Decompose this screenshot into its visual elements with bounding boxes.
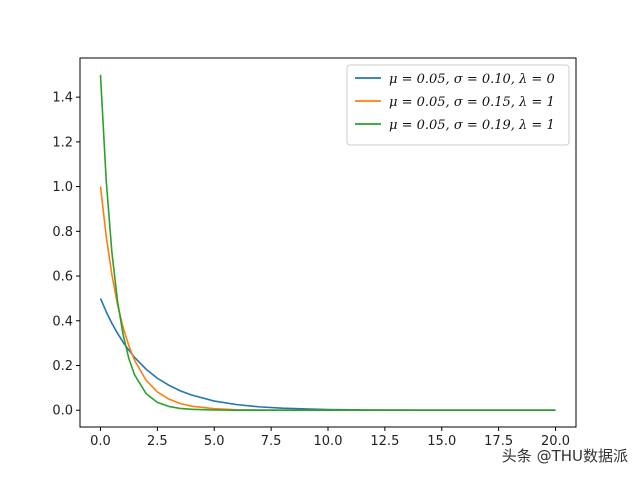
y-tick-label: 1.0 (52, 180, 73, 195)
x-tick-label: 2.5 (147, 434, 168, 449)
watermark-text: 头条 @THU数据派 (501, 447, 628, 465)
series-line-3 (99, 74, 556, 412)
series-layer (99, 74, 556, 412)
series-line-1 (99, 298, 556, 412)
y-tick-label: 0.4 (52, 314, 73, 329)
y-tick-label: 1.2 (52, 135, 73, 150)
legend-label-2: μ = 0.05, σ = 0.15, λ = 1 (389, 95, 555, 110)
x-tick-label: 5.0 (204, 434, 225, 449)
x-axis: 0.0 2.5 5.0 7.5 10.0 12.5 15.0 17.5 20.0 (90, 427, 570, 449)
x-tick-label: 12.5 (370, 434, 399, 449)
legend-box (346, 64, 570, 146)
x-tick-label: 17.5 (484, 434, 513, 449)
y-tick-label: 0.8 (52, 225, 73, 240)
x-tick-label: 20.0 (541, 434, 570, 449)
x-tick-label: 10.0 (314, 434, 343, 449)
x-tick-label: 0.0 (90, 434, 111, 449)
legend-label-1: μ = 0.05, σ = 0.10, λ = 0 (389, 72, 555, 87)
series-line-2 (99, 186, 556, 412)
x-tick-label: 7.5 (261, 434, 282, 449)
y-tick-label: 0.2 (52, 359, 73, 374)
legend: μ = 0.05, σ = 0.10, λ = 0 μ = 0.05, σ = 0… (346, 64, 570, 146)
y-axis: 0.0 0.2 0.4 0.6 0.8 1.0 1.2 1.4 (52, 91, 80, 419)
y-tick-label: 0.0 (52, 404, 73, 419)
y-tick-label: 1.4 (52, 91, 73, 106)
legend-label-3: μ = 0.05, σ = 0.19, λ = 1 (389, 118, 555, 133)
y-tick-label: 0.6 (52, 270, 73, 285)
x-tick-label: 15.0 (427, 434, 456, 449)
